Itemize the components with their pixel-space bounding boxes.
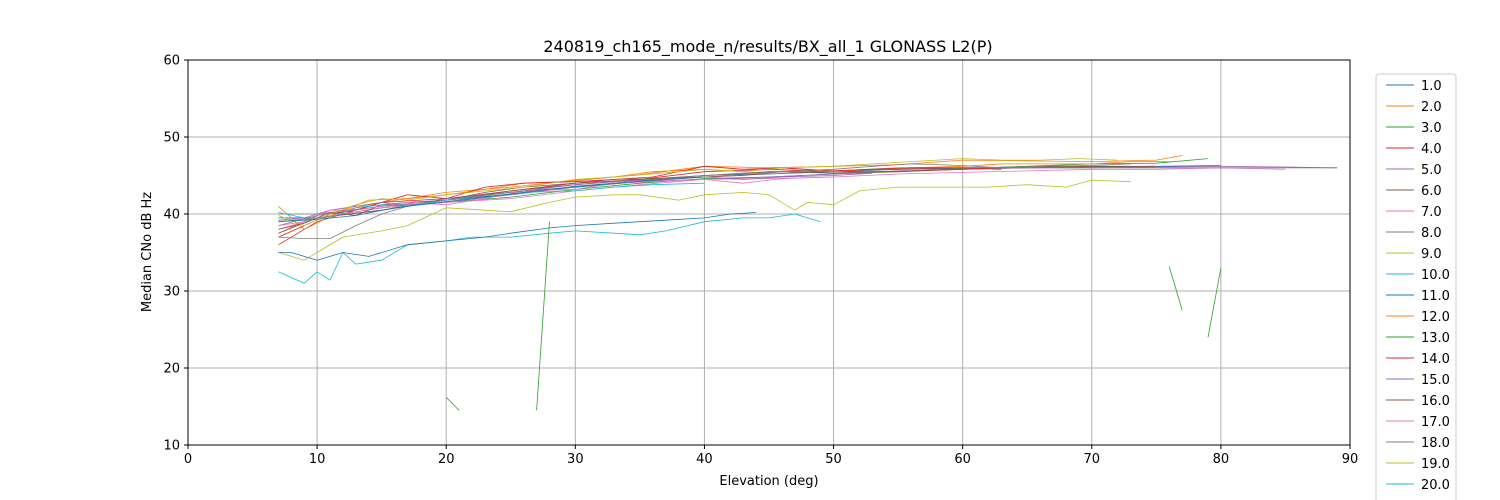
legend-label: 13.0 (1421, 331, 1450, 346)
x-tick-label: 80 (1213, 452, 1230, 467)
series-line-9.0 (278, 179, 1131, 261)
x-tick-label: 30 (567, 452, 584, 467)
series-line-2.0 (278, 155, 1183, 234)
y-tick-label: 60 (163, 54, 180, 69)
x-tick-label: 10 (309, 452, 326, 467)
legend-label: 16.0 (1421, 394, 1450, 409)
x-tick-label: 40 (696, 452, 713, 467)
plot-frame (187, 59, 1351, 446)
x-axis-ticks: 0 10 20 30 40 50 60 70 80 90 (184, 445, 1358, 467)
y-axis-ticks: 10 20 30 40 50 60 (163, 54, 188, 454)
y-tick-label: 20 (163, 362, 180, 377)
series-line-13.0 (445, 397, 460, 411)
y-tick-label: 40 (163, 208, 180, 223)
legend-label: 7.0 (1421, 205, 1442, 220)
series-line-10.0 (278, 213, 821, 284)
y-tick-label: 10 (163, 439, 180, 454)
x-tick-label: 0 (184, 452, 192, 467)
legend-label: 18.0 (1421, 436, 1450, 451)
series-line-14.0 (278, 165, 1002, 238)
legend-label: 6.0 (1421, 184, 1442, 199)
x-tick-label: 50 (825, 452, 842, 467)
y-tick-label: 30 (163, 285, 180, 300)
legend-label: 10.0 (1421, 268, 1450, 283)
legend-label: 4.0 (1421, 142, 1442, 157)
legend-label: 3.0 (1421, 121, 1442, 136)
legend-label: 14.0 (1421, 352, 1450, 367)
legend-label: 8.0 (1421, 226, 1442, 241)
y-tick-label: 50 (163, 131, 180, 146)
series-line-18.0 (278, 163, 1131, 240)
series-line-13.0 (1207, 267, 1222, 338)
x-tick-label: 90 (1342, 452, 1359, 467)
legend-label: 20.0 (1421, 478, 1450, 493)
legend-label: 11.0 (1421, 289, 1450, 304)
legend-label: 12.0 (1421, 310, 1450, 325)
series-line-13.0 (536, 221, 550, 411)
legend-label: 15.0 (1421, 373, 1450, 388)
y-axis-label: Median CNo dB Hz (140, 192, 155, 312)
x-tick-label: 70 (1084, 452, 1101, 467)
legend-label: 5.0 (1421, 163, 1442, 178)
x-tick-label: 60 (954, 452, 971, 467)
series-lines (278, 155, 1338, 411)
series-line-13.0 (1168, 266, 1183, 311)
legend-label: 1.0 (1421, 79, 1442, 94)
series-line-21.0 (278, 176, 705, 223)
legend-label: 2.0 (1421, 100, 1442, 115)
series-line-19.0 (278, 158, 1118, 227)
legend: 1.0 2.0 3.0 4.0 5.0 6.0 7.0 8.0 9.0 10.0 11.0 12.0 1… (1375, 73, 1457, 500)
legend-label: 9.0 (1421, 247, 1442, 262)
x-tick-label: 20 (438, 452, 455, 467)
chart-title: 240819_ch165_mode_n/results/BX_all_1 GLO… (543, 37, 992, 57)
legend-label: 17.0 (1421, 415, 1450, 430)
legend-label: 19.0 (1421, 457, 1450, 472)
x-axis-label: Elevation (deg) (719, 474, 818, 489)
legend-box (1375, 73, 1457, 500)
series-line-11.0 (278, 212, 757, 261)
